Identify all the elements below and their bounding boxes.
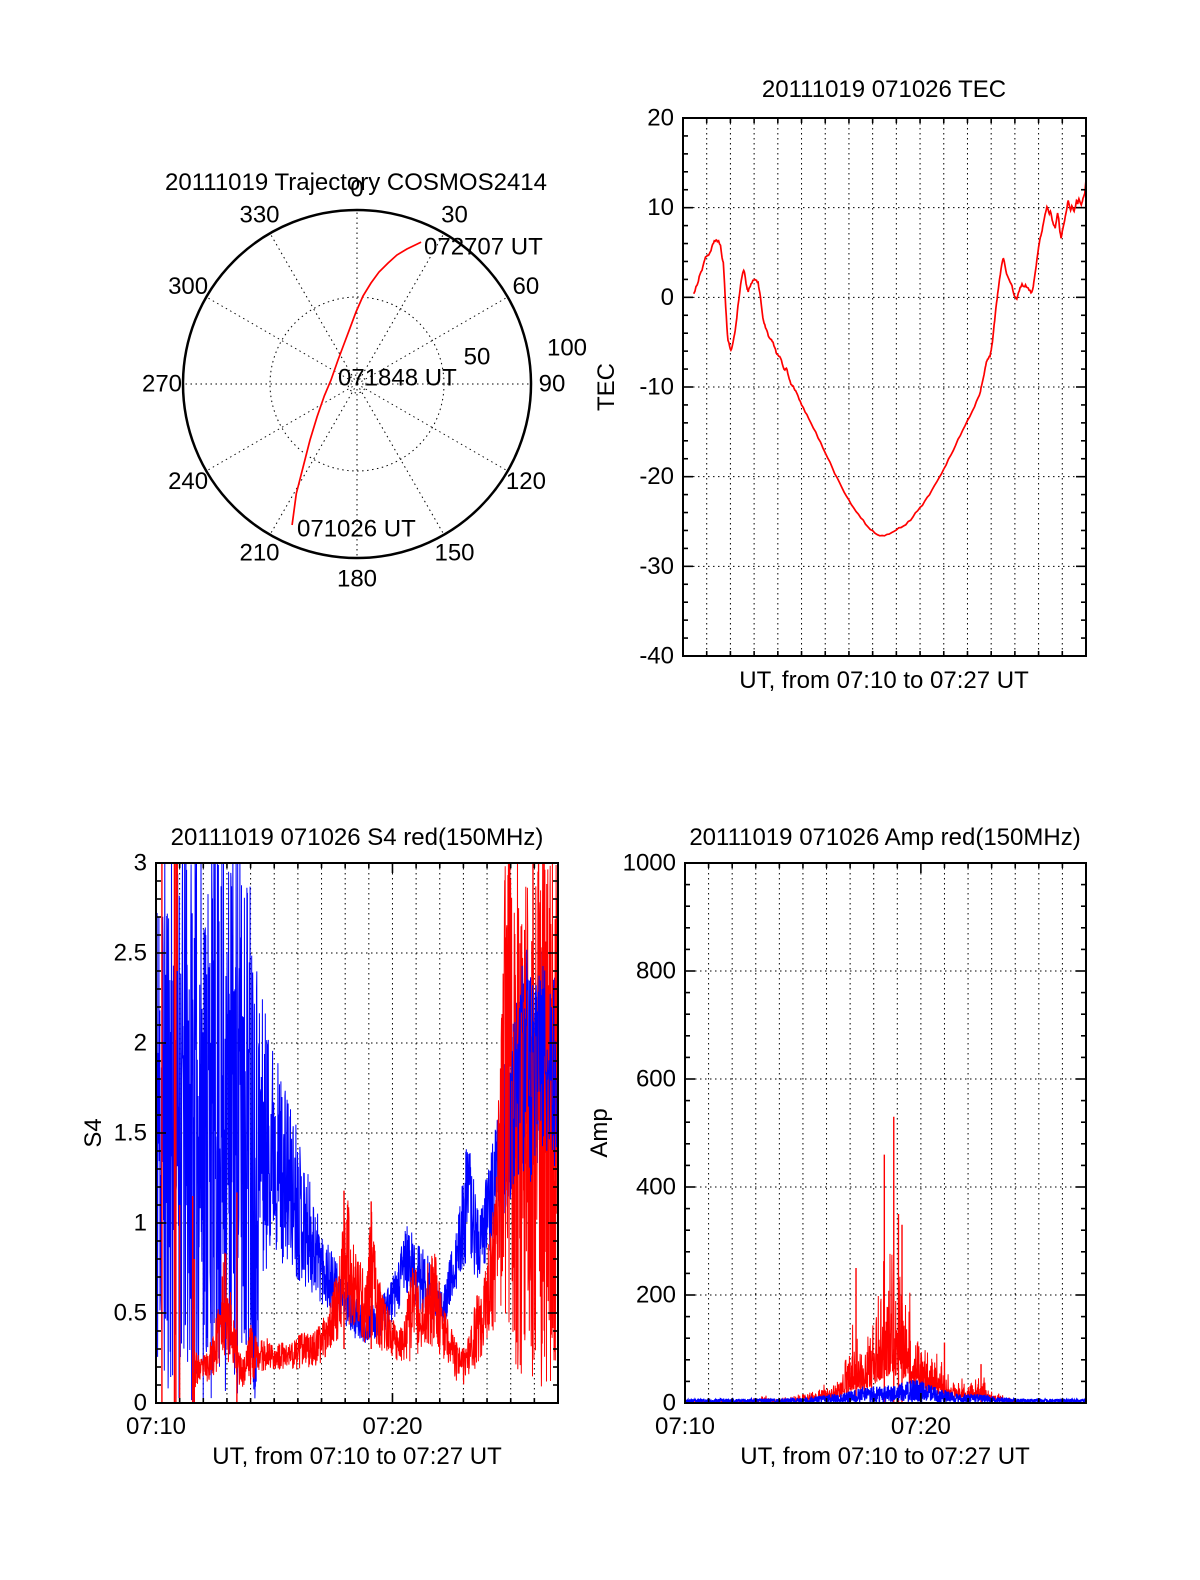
x-tick-label: 07:10: [126, 1413, 186, 1440]
polar-azimuth-label: 90: [539, 371, 566, 398]
polar-azimuth-label: 180: [337, 566, 377, 593]
polar-azimuth-label: 60: [513, 273, 540, 300]
s4-xlabel: UT, from 07:10 to 07:27 UT: [212, 1443, 502, 1470]
polar-spoke: [356, 296, 508, 385]
polar-spoke: [356, 383, 445, 535]
y-tick-label: 0.5: [114, 1300, 147, 1327]
y-tick-label: 400: [636, 1174, 676, 1201]
tec-ylabel: TEC: [593, 363, 620, 411]
y-tick-label: -40: [639, 643, 674, 670]
polar-azimuth-label: 300: [168, 273, 208, 300]
polar-inner-ring: [269, 296, 445, 472]
amp-blue-series: [685, 1378, 1086, 1403]
y-tick-label: 10: [647, 194, 674, 221]
s4-ylabel: S4: [80, 1118, 107, 1147]
amp-ylabel: Amp: [586, 1108, 613, 1157]
y-tick-label: 1.5: [114, 1120, 147, 1147]
trajectory-polar-plot: 0 30 60 90 120 150 180 210 240 270 300 330 50 100 201…: [142, 169, 587, 593]
polar-center-ring: [347, 374, 367, 394]
s4-title: 20111019 071026 S4 red(150MHz): [171, 824, 544, 851]
polar-azimuth-label: 240: [168, 468, 208, 495]
y-tick-label: -20: [639, 463, 674, 490]
tec-plot: 20 10 0 -10 -20 -30 -40 20111019 071026 TEC UT…: [593, 76, 1087, 694]
y-tick-label: 200: [636, 1282, 676, 1309]
amp-title: 20111019 071026 Amp red(150MHz): [689, 824, 1080, 851]
polar-azimuth-label: 150: [434, 539, 474, 566]
y-tick-label: 3: [134, 850, 147, 877]
x-tick-label: 07:20: [891, 1413, 951, 1440]
polar-radial-tick-label: 100: [547, 335, 587, 362]
plot-axes-box: [684, 862, 1087, 1404]
y-tick-label: -30: [639, 553, 674, 580]
amp-xlabel: UT, from 07:10 to 07:27 UT: [740, 1443, 1030, 1470]
y-tick-label: 0: [134, 1390, 147, 1417]
trajectory-time-annotation: 072707 UT: [424, 234, 543, 261]
y-tick-label: 1000: [623, 850, 676, 877]
trajectory-path: [291, 241, 422, 526]
y-tick-label: 1: [134, 1210, 147, 1237]
polar-spoke: [269, 383, 358, 535]
polar-outer-circle: [181, 208, 533, 560]
polar-spoke: [269, 233, 358, 385]
amp-plot: 0 200 400 600 800 1000 07:10 07:20 20111019 071…: [586, 824, 1087, 1470]
trajectory-time-annotation: 071026 UT: [297, 516, 416, 543]
polar-azimuth-label: 30: [441, 202, 468, 229]
polar-azimuth-label: 330: [239, 202, 279, 229]
y-tick-label: -10: [639, 374, 674, 401]
tec-curve: [692, 179, 1086, 537]
polar-azimuth-label: 210: [239, 539, 279, 566]
polar-spoke: [206, 296, 358, 385]
polar-radial-tick-label: 50: [464, 344, 491, 371]
y-tick-label: 0: [663, 1390, 676, 1417]
y-tick-label: 2.5: [114, 940, 147, 967]
y-tick-label: 20: [647, 105, 674, 132]
y-tick-label: 2: [134, 1030, 147, 1057]
polar-spoke: [356, 383, 508, 472]
polar-title: 20111019 Trajectory COSMOS2414: [165, 169, 547, 196]
y-tick-label: 800: [636, 958, 676, 985]
polar-azimuth-label: 270: [142, 371, 182, 398]
x-tick-label: 07:10: [655, 1413, 715, 1440]
tec-title: 20111019 071026 TEC: [762, 76, 1006, 103]
y-tick-label: 600: [636, 1066, 676, 1093]
polar-azimuth-label: 120: [506, 468, 546, 495]
y-tick-label: 0: [661, 284, 674, 311]
polar-azimuth-label: 0: [350, 176, 363, 203]
trajectory-time-annotation: 071848 UT: [338, 365, 457, 392]
s4-red-series: [192, 863, 558, 1398]
x-tick-label: 07:20: [362, 1413, 422, 1440]
polar-spoke: [356, 233, 445, 385]
s4-plot: 0 0.5 1 1.5 2 2.5 3 07:10 07:20 20111019 071026 …: [80, 824, 559, 1470]
s4-blue-overlay: [511, 949, 558, 1185]
polar-spoke: [206, 383, 358, 472]
tec-xlabel: UT, from 07:10 to 07:27 UT: [739, 667, 1029, 694]
